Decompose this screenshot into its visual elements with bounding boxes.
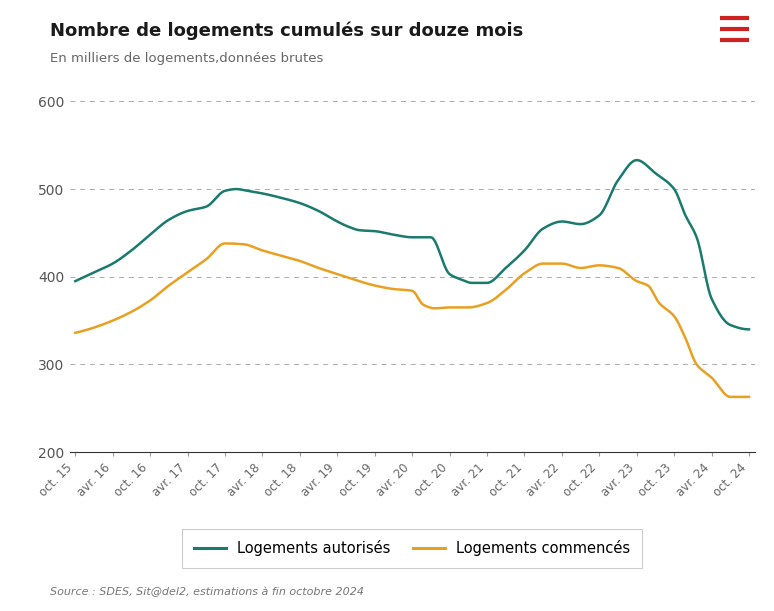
Legend: Logements autorisés, Logements commencés: Logements autorisés, Logements commencés xyxy=(182,529,642,568)
Text: Source : SDES, Sit@del2, estimations à fin octobre 2024: Source : SDES, Sit@del2, estimations à f… xyxy=(50,587,365,598)
Text: Nombre de logements cumulés sur douze mois: Nombre de logements cumulés sur douze mo… xyxy=(50,21,523,40)
Text: En milliers de logements,données brutes: En milliers de logements,données brutes xyxy=(50,52,324,65)
